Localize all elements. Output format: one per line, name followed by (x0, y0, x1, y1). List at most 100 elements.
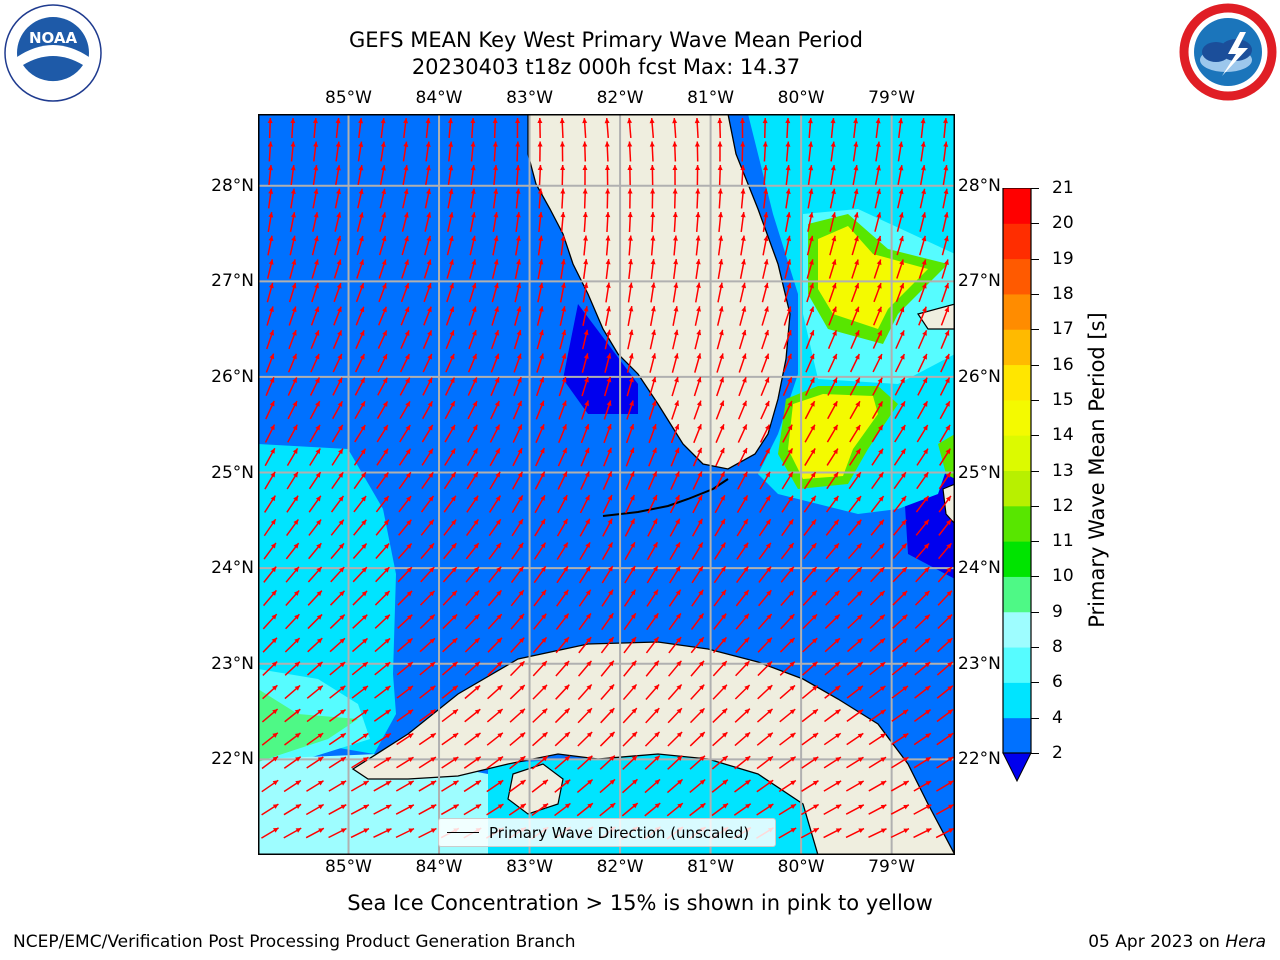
wave-direction-arrow (717, 141, 723, 162)
wave-direction-arrow (487, 613, 503, 630)
wave-direction-arrow (425, 141, 431, 162)
wave-direction-arrow (873, 282, 882, 303)
wave-direction-arrow (803, 542, 817, 560)
colorbar-tick-label: 11 (1052, 531, 1074, 552)
wave-direction-arrow (536, 353, 544, 373)
wave-direction-arrow (873, 235, 882, 256)
wave-direction-arrow (307, 566, 323, 583)
cuba-land (351, 641, 955, 855)
wave-direction-arrow (760, 353, 770, 373)
wave-direction-arrow (649, 141, 655, 162)
wave-direction-arrow (443, 471, 457, 490)
wave-direction-arrow (870, 566, 885, 583)
wave-direction-arrow (825, 542, 840, 560)
wave-direction-arrow (263, 566, 277, 583)
wave-direction-arrow (351, 756, 369, 769)
wave-direction-arrow (374, 637, 391, 653)
wave-direction-arrow (513, 353, 522, 373)
wave-direction-arrow (262, 613, 278, 630)
wave-direction-arrow (716, 329, 724, 350)
map-panel (258, 114, 955, 855)
wave-direction-arrow (624, 541, 636, 561)
wave-direction-arrow (556, 542, 569, 560)
wave-direction-arrow (740, 141, 746, 162)
wave-direction-arrow (578, 589, 592, 607)
wave-direction-arrow (445, 306, 455, 326)
wave-direction-arrow (356, 259, 364, 279)
wave-direction-arrow (353, 495, 367, 513)
wave-direction-arrow (824, 685, 841, 699)
wave-direction-arrow (846, 685, 864, 699)
wave-direction-arrow (331, 424, 344, 443)
wave-direction-arrow (830, 165, 836, 185)
wave-direction-arrow (916, 448, 929, 466)
wave-direction-arrow (264, 471, 276, 490)
wave-direction-arrow (398, 495, 412, 513)
wave-direction-arrow (559, 306, 567, 326)
wave-direction-arrow (334, 188, 341, 209)
wave-direction-arrow (691, 565, 704, 584)
wave-direction-arrow (694, 117, 700, 139)
wave-direction-arrow (649, 329, 657, 350)
wave-direction-arrow (847, 637, 863, 653)
wave-direction-arrow (896, 212, 904, 232)
colorbar-swatch (1003, 717, 1031, 754)
wave-direction-arrow (447, 212, 454, 232)
wave-direction-arrow (558, 423, 567, 444)
wave-direction-arrow (802, 566, 818, 583)
wave-direction-arrow (645, 683, 660, 701)
wave-direction-arrow (622, 683, 638, 701)
wave-direction-arrow (716, 376, 725, 397)
wave-direction-arrow (267, 141, 273, 162)
wave-direction-arrow (779, 708, 796, 723)
colorbar-tick-label: 12 (1052, 495, 1074, 516)
wave-direction-arrow (760, 376, 770, 397)
wave-direction-arrow (377, 377, 388, 396)
wave-direction-arrow (893, 519, 907, 536)
wave-direction-arrow (781, 495, 794, 513)
wave-direction-arrow (377, 353, 388, 373)
wave-direction-arrow (667, 684, 683, 700)
wave-direction-arrow (492, 235, 499, 256)
wave-direction-arrow (782, 400, 793, 420)
wave-direction-arrow (739, 282, 747, 303)
map-legend: Primary Wave Direction (unscaled) (438, 818, 776, 847)
lat-label-right: 28°N (958, 175, 1001, 196)
wave-direction-arrow (805, 329, 815, 350)
wave-direction-arrow (894, 424, 906, 443)
wave-direction-arrow (511, 471, 524, 490)
wave-direction-arrow (623, 589, 637, 607)
wave-direction-arrow (845, 780, 865, 792)
wave-direction-arrow (941, 282, 949, 303)
wave-direction-arrow (422, 330, 433, 349)
wave-direction-arrow (465, 518, 480, 537)
wave-direction-arrow (603, 376, 612, 397)
colorbar-tick-label: 18 (1052, 283, 1074, 304)
wave-direction-arrow (418, 708, 437, 723)
wave-direction-arrow (712, 731, 728, 747)
wave-direction-arrow (936, 685, 954, 699)
wave-direction-arrow (380, 141, 386, 162)
wave-direction-arrow (827, 329, 838, 350)
colorbar-swatch (1003, 682, 1031, 719)
wave-direction-arrow (891, 732, 909, 746)
wave-direction-arrow (892, 566, 908, 583)
lon-label-bottom: 83°W (506, 857, 554, 877)
wave-direction-arrow (761, 306, 769, 326)
wave-direction-arrow (649, 306, 656, 326)
wave-direction-arrow (781, 518, 794, 537)
wave-direction-arrow (312, 188, 319, 209)
wave-direction-arrow (582, 164, 588, 186)
wave-direction-arrow (466, 471, 479, 490)
noaa-logo-text: NOAA (29, 29, 78, 47)
wave-direction-arrow (380, 117, 386, 139)
wave-direction-arrow (493, 164, 499, 186)
wave-direction-arrow (762, 235, 769, 256)
wave-direction-arrow (580, 447, 590, 467)
wave-direction-arrow (828, 306, 837, 326)
wave-direction-arrow (554, 802, 571, 817)
wave-direction-arrow (560, 164, 566, 186)
wave-direction-arrow (581, 353, 589, 373)
wave-direction-arrow (285, 613, 300, 630)
lon-label-top: 83°W (506, 88, 554, 108)
